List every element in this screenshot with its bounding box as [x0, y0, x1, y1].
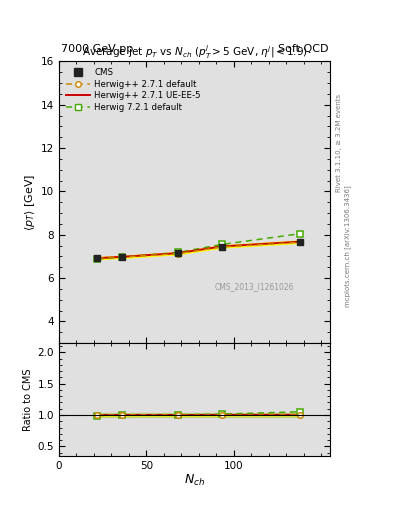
Text: Soft QCD: Soft QCD — [278, 44, 328, 54]
Y-axis label: $\langle p_T\rangle$ [GeV]: $\langle p_T\rangle$ [GeV] — [23, 174, 37, 231]
Text: 7000 GeV pp: 7000 GeV pp — [61, 44, 133, 54]
Legend: CMS, Herwig++ 2.7.1 default, Herwig++ 2.7.1 UE-EE-5, Herwig 7.2.1 default: CMS, Herwig++ 2.7.1 default, Herwig++ 2.… — [63, 66, 204, 115]
Title: Average jet $p_T$ vs $N_{ch}$ ($p^j_T$$>$5 GeV, $\eta^j|<$1.9): Average jet $p_T$ vs $N_{ch}$ ($p^j_T$$>… — [82, 44, 307, 61]
Text: CMS_2013_I1261026: CMS_2013_I1261026 — [215, 282, 294, 291]
Text: Rivet 3.1.10, ≥ 3.2M events: Rivet 3.1.10, ≥ 3.2M events — [336, 94, 342, 193]
X-axis label: $N_{ch}$: $N_{ch}$ — [184, 473, 205, 488]
Text: mcplots.cern.ch [arXiv:1306.3436]: mcplots.cern.ch [arXiv:1306.3436] — [344, 185, 351, 307]
Y-axis label: Ratio to CMS: Ratio to CMS — [23, 368, 33, 431]
